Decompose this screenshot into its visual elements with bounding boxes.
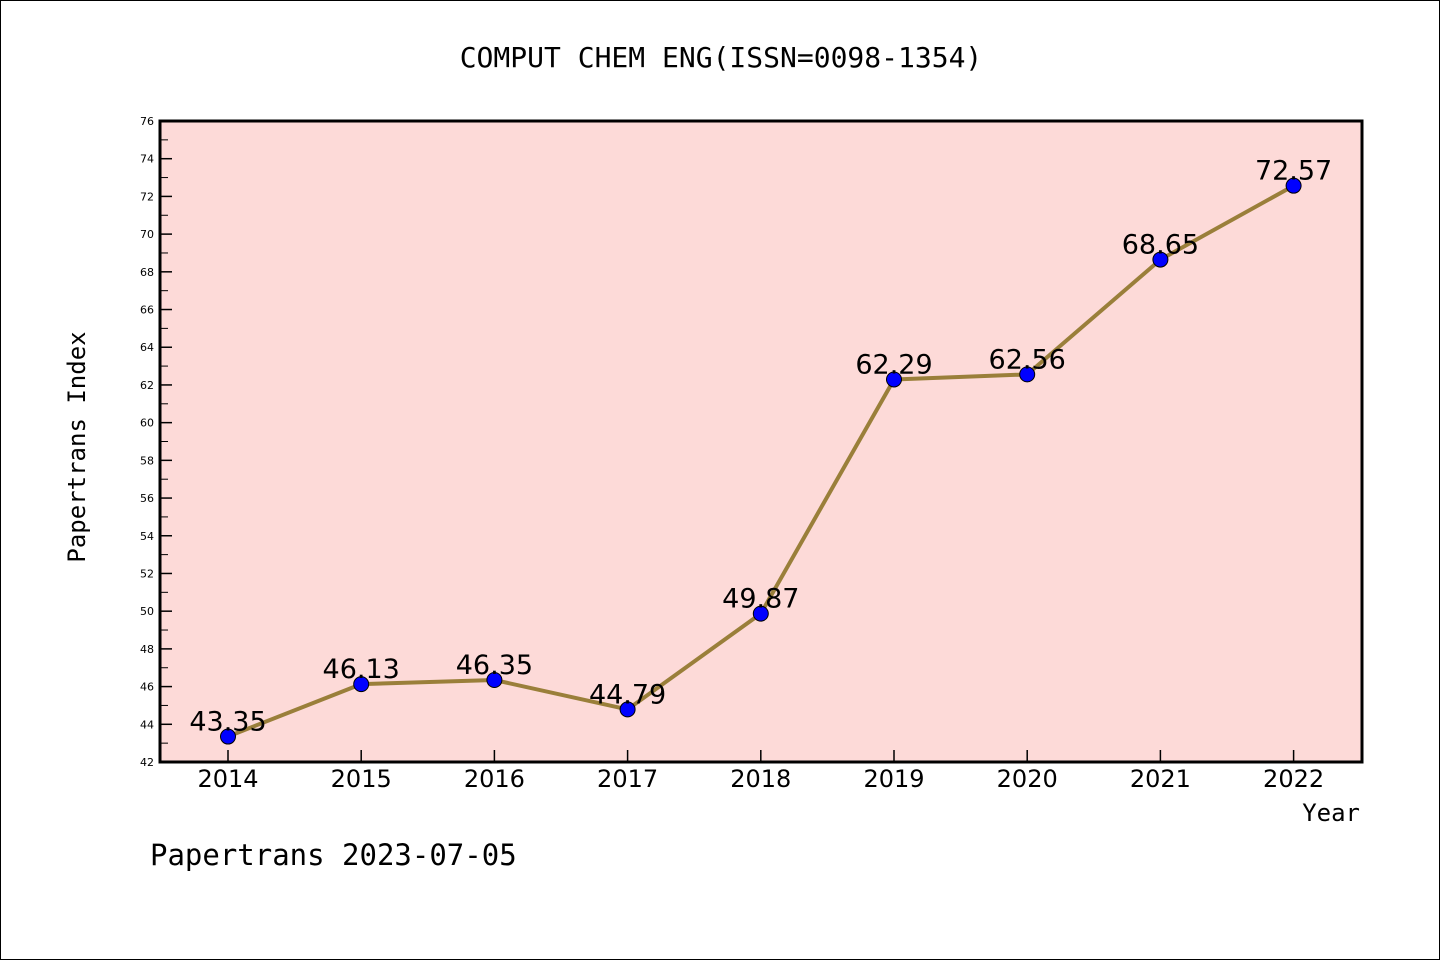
x-tick-label: 2018 [730, 765, 791, 793]
y-tick-label: 74 [140, 153, 154, 166]
data-label-layer: 43.35 46.13 46.35 44.79 49.87 62.29 62.56 68.65… [189, 156, 1332, 738]
y-tick-label: 76 [140, 115, 154, 128]
data-point [886, 371, 902, 388]
data-label: 62.56 [989, 344, 1066, 375]
y-tick-label: 72 [140, 190, 154, 203]
x-tick-label: 2014 [197, 765, 258, 793]
x-tick-label: 2020 [997, 765, 1058, 793]
y-tick-label: 58 [140, 454, 154, 467]
data-label: 44.79 [589, 679, 666, 710]
y-axis-title: Papertrans Index [63, 331, 91, 562]
data-point [486, 671, 503, 688]
plot-area [160, 121, 1362, 762]
plot-frame [158, 119, 1364, 764]
y-tick-label: 48 [140, 643, 154, 656]
data-point [353, 676, 370, 693]
x-axis: 2014 2015 2016 2017 2018 2019 2020 2021 2022 [160, 750, 1362, 793]
x-axis-title: Year [1302, 799, 1360, 827]
data-label: 49.87 [722, 584, 799, 615]
data-point [1019, 366, 1036, 383]
x-tick-label: 2017 [597, 765, 658, 793]
data-label: 72.57 [1255, 156, 1332, 187]
y-tick-label: 46 [140, 681, 154, 694]
data-point [1285, 177, 1302, 194]
y-tick-label: 42 [140, 756, 154, 769]
data-label: 43.35 [189, 707, 266, 738]
x-tick-label: 2022 [1263, 765, 1324, 793]
x-tick-label: 2019 [863, 765, 924, 793]
y-tick-label: 54 [140, 530, 154, 543]
data-label: 68.65 [1122, 230, 1199, 261]
x-tick-label: 2016 [464, 765, 525, 793]
y-tick-label: 44 [140, 718, 154, 731]
data-label: 46.35 [456, 650, 533, 681]
data-label: 62.29 [855, 349, 932, 380]
footer-text: Papertrans 2023-07-05 [150, 838, 517, 872]
data-point [1152, 251, 1169, 268]
series-layer [220, 177, 1302, 745]
x-tick-label: 2021 [1130, 765, 1191, 793]
y-tick-label: 66 [140, 304, 154, 317]
y-tick-label: 68 [140, 266, 154, 279]
y-tick-label: 64 [140, 341, 154, 354]
y-tick-label: 50 [140, 605, 154, 618]
y-tick-label: 60 [140, 417, 154, 430]
y-tick-label: 56 [140, 492, 154, 505]
data-point [752, 605, 769, 622]
data-point [619, 701, 636, 718]
y-tick-label: 62 [140, 379, 154, 392]
y-tick-label: 70 [140, 228, 154, 241]
data-point [220, 728, 236, 745]
y-tick-label: 52 [140, 567, 154, 580]
data-label: 46.13 [323, 654, 400, 685]
x-tick-label: 2015 [331, 765, 392, 793]
chart-title: COMPUT CHEM ENG(ISSN=0098-1354) [460, 41, 983, 74]
